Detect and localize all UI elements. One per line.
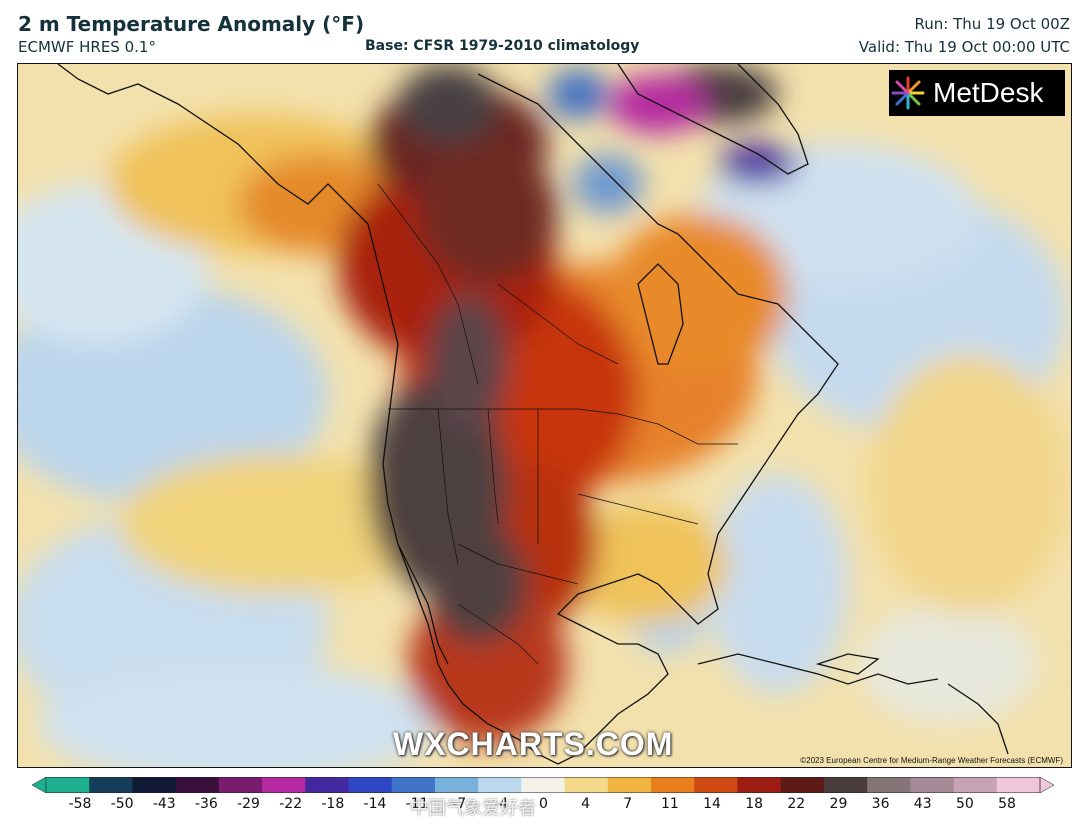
colorbar-segment	[996, 777, 1041, 793]
colorbar-segment	[651, 777, 695, 793]
colorbar-tick-label: 7	[623, 796, 633, 812]
metdesk-burst-icon	[891, 76, 925, 110]
colorbar-segment	[46, 777, 90, 793]
metdesk-logo: MetDesk	[889, 70, 1065, 116]
colorbar-tick-label: 18	[745, 796, 764, 812]
colorbar-segment	[478, 777, 522, 793]
colorbar-tick-label: 50	[955, 796, 974, 812]
colorbar-segment	[521, 777, 566, 793]
weibo-watermark: 中国气象爱好者	[410, 798, 536, 819]
colorbar-tick-label: -11	[405, 796, 429, 812]
colorbar-segment	[780, 777, 825, 793]
map-canvas: MetDesk WXCHARTS.COM ©2023 European Cent…	[18, 64, 1071, 767]
colorbar-segment	[348, 777, 393, 793]
colorbar-max-arrow	[1039, 777, 1054, 793]
colorbar-segment	[305, 777, 350, 793]
anomaly-map: MetDesk WXCHARTS.COM ©2023 European Cent…	[17, 63, 1072, 768]
borders	[377, 183, 738, 665]
colorbar-segment	[867, 777, 911, 793]
base-climatology-label: Base: CFSR 1979-2010 climatology	[365, 38, 640, 54]
colorbar-tick-label: -50	[110, 796, 134, 812]
colorbar-tick-label: 4	[581, 796, 591, 812]
colorbar-segment	[694, 777, 739, 793]
colorbar-tick-label: -43	[152, 796, 176, 812]
colorbar-segments	[32, 777, 1054, 793]
colorbar-tick-label: -29	[237, 796, 260, 812]
colorbar-tick-label: 36	[871, 796, 890, 812]
copyright-notice: ©2023 European Centre for Medium-Range W…	[800, 756, 1063, 765]
colorbar-segment	[953, 777, 998, 793]
run-time-label: Run: Thu 19 Oct 00Z	[914, 15, 1070, 33]
colorbar	[32, 777, 1054, 793]
colorbar-tick-label: 11	[660, 796, 679, 812]
colorbar-segment	[262, 777, 306, 793]
colorbar-tick-label: 0	[539, 796, 548, 812]
colorbar-min-arrow	[32, 777, 47, 793]
colorbar-tick-label: -7	[452, 796, 467, 812]
wxcharts-watermark: WXCHARTS.COM	[393, 726, 674, 762]
coastlines	[57, 64, 1009, 765]
colorbar-tick-label: 43	[913, 796, 932, 812]
metdesk-logo-text: MetDesk	[933, 77, 1044, 108]
colorbar-tick-label: -22	[279, 796, 303, 812]
colorbar-segment	[564, 777, 609, 793]
colorbar-tick-label: -58	[68, 796, 92, 812]
map-title: 2 m Temperature Anomaly (°F)	[18, 12, 365, 36]
colorbar-tick-label: -18	[321, 796, 345, 812]
colorbar-tick-label: -36	[194, 796, 218, 812]
valid-time-label: Valid: Thu 19 Oct 00:00 UTC	[858, 38, 1070, 56]
colorbar-segment	[910, 777, 955, 793]
colorbar-segment	[391, 777, 436, 793]
colorbar-tick-label: 14	[703, 796, 721, 812]
colorbar-tick-label: 58	[998, 796, 1016, 812]
colorbar-segment	[737, 777, 782, 793]
colorbar-tick-label: -14	[363, 796, 387, 812]
colorbar-tick-label: 29	[829, 796, 848, 812]
colorbar-segment	[823, 777, 868, 793]
colorbar-segment	[218, 777, 263, 793]
anomaly-field	[18, 64, 1068, 767]
colorbar-segment	[89, 777, 134, 793]
colorbar-tick-label: -4	[494, 796, 509, 812]
colorbar-segment	[434, 777, 479, 793]
model-label: ECMWF HRES 0.1°	[18, 38, 156, 56]
colorbar-tick-label: 22	[787, 796, 806, 812]
colorbar-segment	[132, 777, 177, 793]
colorbar-segment	[607, 777, 652, 793]
colorbar-segment	[175, 777, 220, 793]
colorbar-ticks: -58 -50 -43 -36 -29 -22 -18 -14 -11 -7 -4 0 4 7 11 14 18…	[0, 796, 1088, 818]
